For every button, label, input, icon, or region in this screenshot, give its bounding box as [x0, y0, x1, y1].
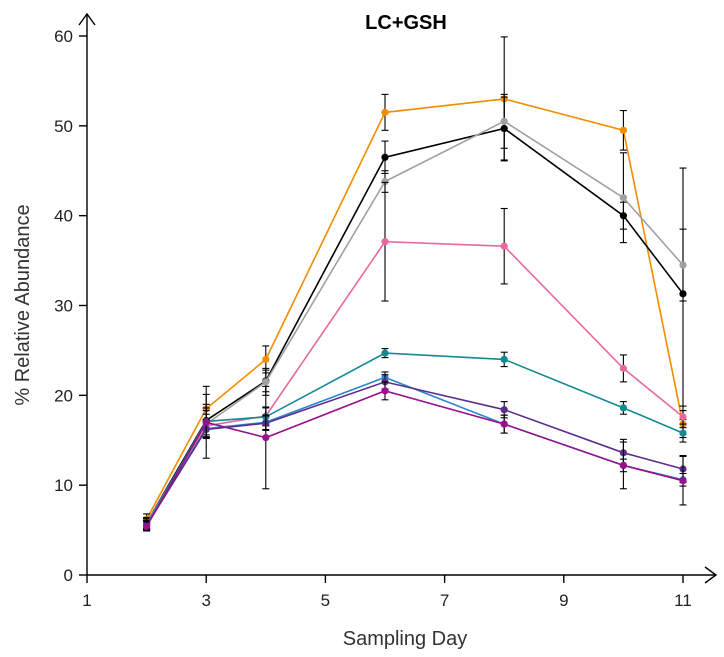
data-point — [619, 194, 628, 202]
data-point — [262, 355, 270, 363]
data-point — [381, 177, 389, 186]
data-point — [262, 378, 270, 386]
data-point — [679, 261, 687, 269]
x-tick-label: 11 — [674, 591, 692, 610]
series-line — [145, 381, 684, 527]
series-7 — [143, 374, 687, 531]
data-point — [500, 355, 508, 363]
data-point — [381, 108, 389, 116]
series-2 — [143, 96, 687, 529]
y-axis-arrow — [78, 12, 96, 26]
series-line — [145, 352, 684, 526]
data-point — [619, 126, 628, 134]
y-tick-label: 40 — [54, 207, 73, 226]
y-tick-label: 20 — [54, 386, 73, 405]
y-tick-label: 0 — [64, 566, 73, 585]
series-line — [145, 389, 684, 527]
data-point — [679, 477, 687, 485]
x-tick-label: 3 — [201, 591, 210, 610]
y-axis-label: % Relative Abundance — [12, 204, 34, 405]
series-6 — [143, 371, 687, 530]
data-point — [381, 349, 389, 357]
x-axis — [87, 566, 718, 584]
data-point — [500, 242, 508, 250]
series-line — [145, 127, 684, 524]
y-tick-label: 60 — [54, 27, 73, 46]
data-point — [381, 153, 389, 161]
x-tick-label: 7 — [440, 591, 449, 610]
x-axis-label: Sampling Day — [343, 628, 468, 650]
series-3 — [143, 93, 687, 529]
series-8 — [143, 381, 687, 532]
data-point — [619, 404, 628, 412]
y-tick-label: 30 — [54, 297, 73, 316]
data-point — [381, 238, 389, 246]
x-tick-label: 1 — [82, 591, 91, 610]
x-axis-arrow — [704, 566, 718, 584]
y-tick-group: 0 10 20 30 40 50 60 — [54, 27, 87, 585]
y-tick-label: 50 — [54, 117, 73, 136]
chart-title: LC+GSH — [365, 12, 447, 34]
data-point — [500, 117, 508, 125]
series-group — [143, 36, 687, 532]
x-tick-label: 5 — [321, 591, 330, 610]
series-1 — [143, 36, 687, 526]
data-point — [619, 364, 628, 372]
data-point — [500, 406, 508, 414]
series-line — [145, 98, 684, 520]
x-tick-label: 9 — [559, 591, 568, 610]
series-4 — [143, 181, 687, 530]
data-point — [262, 433, 270, 442]
y-axis — [78, 12, 96, 575]
data-point — [679, 413, 687, 421]
series-line — [145, 240, 684, 525]
data-point — [143, 522, 151, 531]
data-point — [381, 387, 389, 395]
series-5 — [143, 348, 687, 530]
series-line — [145, 120, 684, 524]
data-point — [619, 461, 628, 470]
y-tick-label: 10 — [54, 476, 73, 495]
data-point — [679, 429, 687, 437]
data-point — [202, 418, 210, 426]
data-point — [500, 420, 508, 428]
x-tick-group: 1 3 5 7 9 11 — [82, 575, 692, 610]
